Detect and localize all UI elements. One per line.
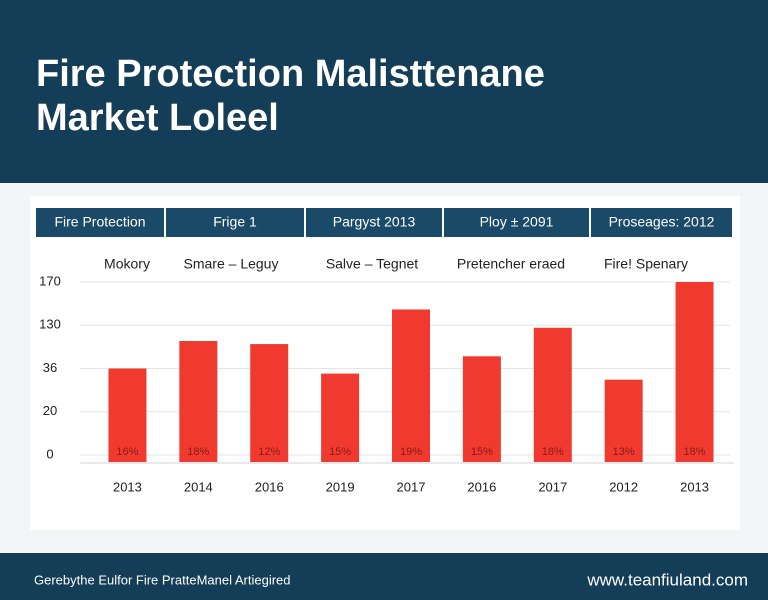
x-tick-label: 2016 <box>255 479 284 494</box>
subheading: Fire! Spenary <box>604 256 688 272</box>
x-tick-label: 2016 <box>467 479 496 494</box>
tab <box>591 208 732 237</box>
tab <box>166 208 304 237</box>
bar-label: 18% <box>684 446 706 458</box>
x-tick-label: 2014 <box>184 479 213 494</box>
tab-label: Pargyst 2013 <box>333 214 416 230</box>
x-tick-label: 2013 <box>113 479 142 494</box>
title-line: Fire Protection Malisttenane <box>36 53 545 95</box>
x-tick-label: 2017 <box>397 479 426 494</box>
panel <box>30 196 740 530</box>
tab <box>36 208 164 237</box>
footer-link: www.teanfiuland.com <box>586 570 748 589</box>
tab-label: Ploy ± 2091 <box>480 214 554 230</box>
subheading: Smare – Leguy <box>184 256 279 272</box>
bar-label: 16% <box>116 446 138 458</box>
bar <box>250 344 289 462</box>
tab-label: Frige 1 <box>213 214 257 230</box>
header-band <box>0 0 768 183</box>
tab <box>444 208 589 237</box>
y-tick-label: 36 <box>43 360 57 375</box>
x-tick-label: 2013 <box>680 479 709 494</box>
tab <box>306 208 442 237</box>
tab-label: Fire Protection <box>54 214 145 230</box>
subheading: Mokory <box>104 256 150 272</box>
footer-band <box>0 553 768 600</box>
bar <box>675 282 714 462</box>
title-line: Market Loleel <box>36 97 279 139</box>
bar-label: 15% <box>329 446 351 458</box>
x-tick-label: 2017 <box>538 479 567 494</box>
tab-label: Proseages: 2012 <box>609 214 715 230</box>
bar-label: 12% <box>258 446 280 458</box>
bar-label: 18% <box>542 446 564 458</box>
bar <box>321 373 360 462</box>
bar <box>392 309 430 462</box>
x-tick-label: 2019 <box>326 479 355 494</box>
bar-label: 18% <box>187 446 209 458</box>
subheading: Salve – Tegnet <box>326 256 418 272</box>
bar <box>533 327 572 462</box>
y-tick-label: 20 <box>43 403 57 418</box>
y-tick-label: 130 <box>39 317 61 332</box>
bar <box>108 368 147 462</box>
bar <box>179 341 218 462</box>
y-tick-label: 0 <box>46 446 53 461</box>
bar <box>604 379 643 462</box>
x-tick-label: 2012 <box>609 479 638 494</box>
bar <box>462 356 501 462</box>
bar-label: 13% <box>613 446 635 458</box>
y-tick-label: 170 <box>39 273 61 288</box>
subheading: Pretencher eraed <box>457 256 565 272</box>
bar-label: 15% <box>471 446 493 458</box>
bar-label: 19% <box>400 446 422 458</box>
footer-text: Gerebythe Eulfor Fire PratteManel Artieg… <box>34 572 291 587</box>
